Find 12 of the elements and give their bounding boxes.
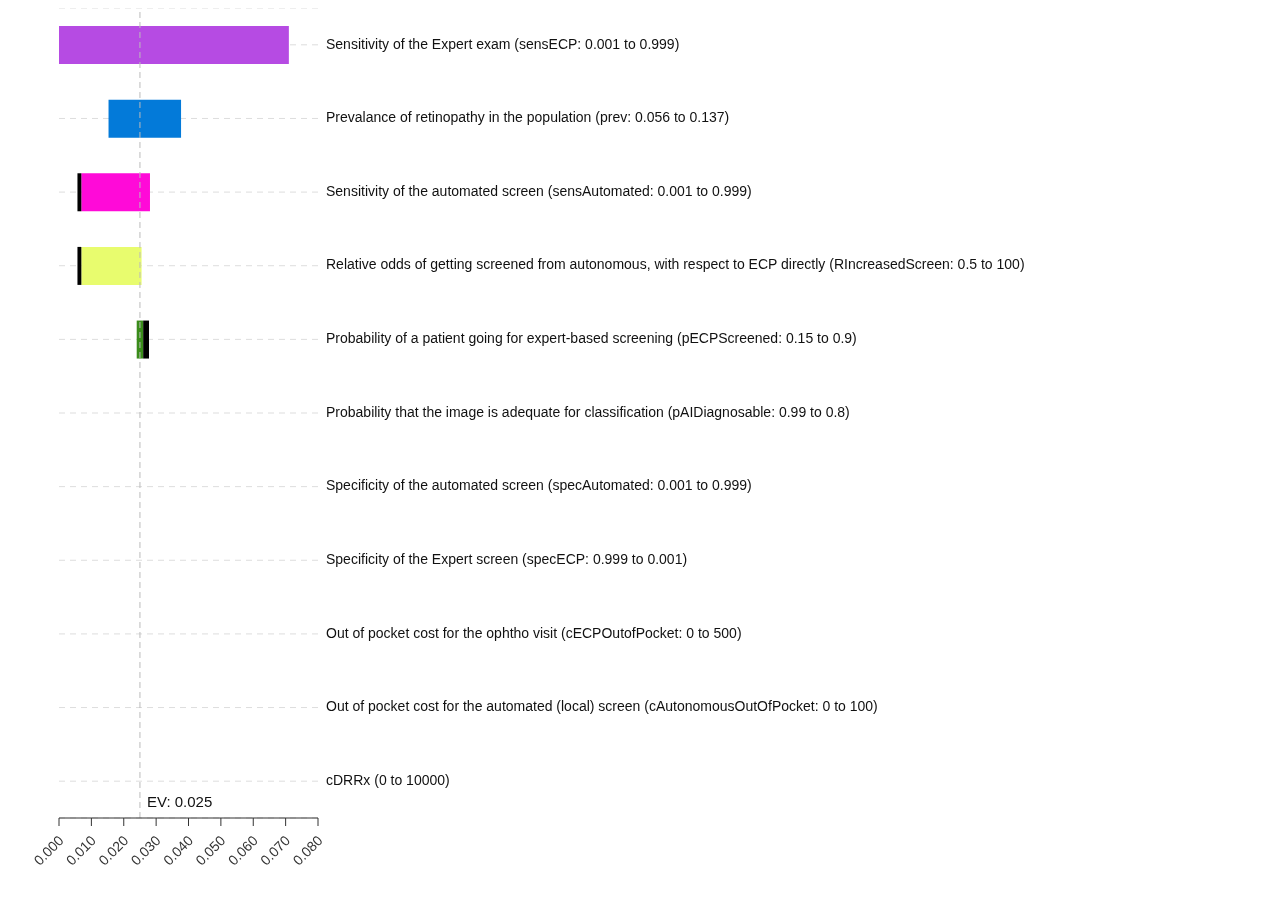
y-tick-label: Probability of a patient going for expert-based screening (pECPScreened: 0.15 to 0.9)	[326, 330, 857, 347]
y-tick-label: Specificity of the Expert screen (specECP: 0.999 to 0.001)	[326, 550, 688, 567]
y-tick-label: cDRRx (0 to 10000)	[326, 771, 450, 788]
y-tick-label: Prevalance of retinopathy in the population (prev: 0.056 to 0.137)	[326, 109, 730, 126]
y-tick-label: Probability that the image is adequate for classification (pAIDiagnosable: 0.99 to 0.8)	[326, 403, 850, 420]
y-tick-label: Out of pocket cost for the automated (local) screen (cAutonomousOutOfPocket: 0 to 100)	[326, 698, 878, 715]
ref-line-label: EV: 0.025	[146, 793, 213, 810]
y-tick-label: Out of pocket cost for the ophtho visit (cECPOutofPocket: 0 to 500)	[326, 624, 742, 641]
y-tick-label: Sensitivity of the Expert exam (sensECP: 0.001 to 0.999)	[326, 35, 680, 52]
y-tick-label: Sensitivity of the automated screen (sensAutomated: 0.001 to 0.999)	[326, 182, 752, 199]
y-tick-label: Relative odds of getting screened from autonomous, with respect to ECP directly (RIncreasedScreen: 0.5 to 100)	[326, 256, 1025, 273]
y-tick-label: Specificity of the automated screen (specAutomated: 0.001 to 0.999)	[326, 477, 752, 494]
